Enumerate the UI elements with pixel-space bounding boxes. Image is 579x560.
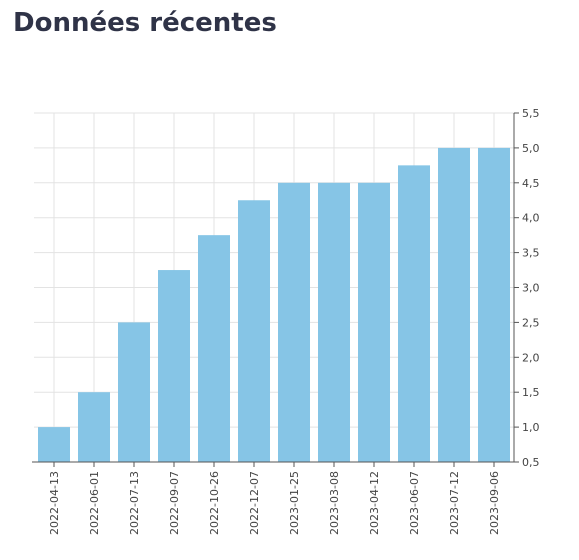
x-tick-label: 2023-06-07 bbox=[408, 471, 421, 535]
bar-2023-01-25[interactable] bbox=[278, 182, 310, 463]
bar-2023-06-07[interactable] bbox=[398, 165, 430, 462]
y-tick-label: 1,5 bbox=[522, 386, 540, 399]
x-tick-label: 2023-07-12 bbox=[448, 471, 461, 535]
bar-2022-09-07[interactable] bbox=[158, 270, 190, 462]
y-tick-label: 1,0 bbox=[522, 421, 540, 434]
x-axis-tick-labels: 2022-04-13 2022-06-01 2022-07-13 2022-09-07… bbox=[48, 471, 501, 535]
x-tick-label: 2022-04-13 bbox=[48, 471, 61, 535]
x-tick-label: 2022-10-26 bbox=[208, 471, 221, 535]
y-tick-label: 5,5 bbox=[522, 107, 540, 120]
chart-bars bbox=[38, 147, 510, 463]
x-tick-label: 2023-01-25 bbox=[288, 471, 301, 535]
bar-2022-07-13[interactable] bbox=[118, 322, 150, 462]
y-tick-label: 4,5 bbox=[522, 177, 540, 190]
bar-2023-09-06[interactable] bbox=[478, 147, 510, 462]
y-tick-label: 4,0 bbox=[522, 212, 540, 225]
x-tick-label: 2023-09-06 bbox=[488, 471, 501, 535]
y-tick-label: 2,5 bbox=[522, 316, 540, 329]
page-title: Données récentes bbox=[13, 8, 277, 38]
y-tick-label: 3,0 bbox=[522, 282, 540, 295]
bar-2023-07-12[interactable] bbox=[438, 147, 470, 462]
y-tick-label: 3,5 bbox=[522, 247, 540, 260]
x-tick-label: 2022-07-13 bbox=[128, 471, 141, 535]
bar-2023-04-12[interactable] bbox=[358, 182, 390, 463]
y-tick-label: 0,5 bbox=[522, 456, 540, 469]
x-tick-label: 2023-04-12 bbox=[368, 471, 381, 535]
x-tick-label: 2022-06-01 bbox=[88, 471, 101, 535]
bar-2022-10-26[interactable] bbox=[198, 235, 230, 462]
bar-2022-12-07[interactable] bbox=[238, 200, 270, 462]
y-tick-label: 5,0 bbox=[522, 142, 540, 155]
chart-axes bbox=[32, 112, 519, 467]
bar-2022-06-01[interactable] bbox=[78, 392, 110, 462]
y-tick-label: 2,0 bbox=[522, 351, 540, 364]
x-tick-label: 2022-12-07 bbox=[248, 471, 261, 535]
x-tick-label: 2023-03-08 bbox=[328, 471, 341, 535]
bar-2023-03-08[interactable] bbox=[318, 182, 350, 463]
y-axis-tick-labels: 0,5 1,0 1,5 2,0 2,5 3,0 3,5 4,0 4,5 5,0 5,5 bbox=[522, 107, 540, 469]
x-tick-label: 2022-09-07 bbox=[168, 471, 181, 535]
bar-2022-04-13[interactable] bbox=[38, 427, 70, 462]
